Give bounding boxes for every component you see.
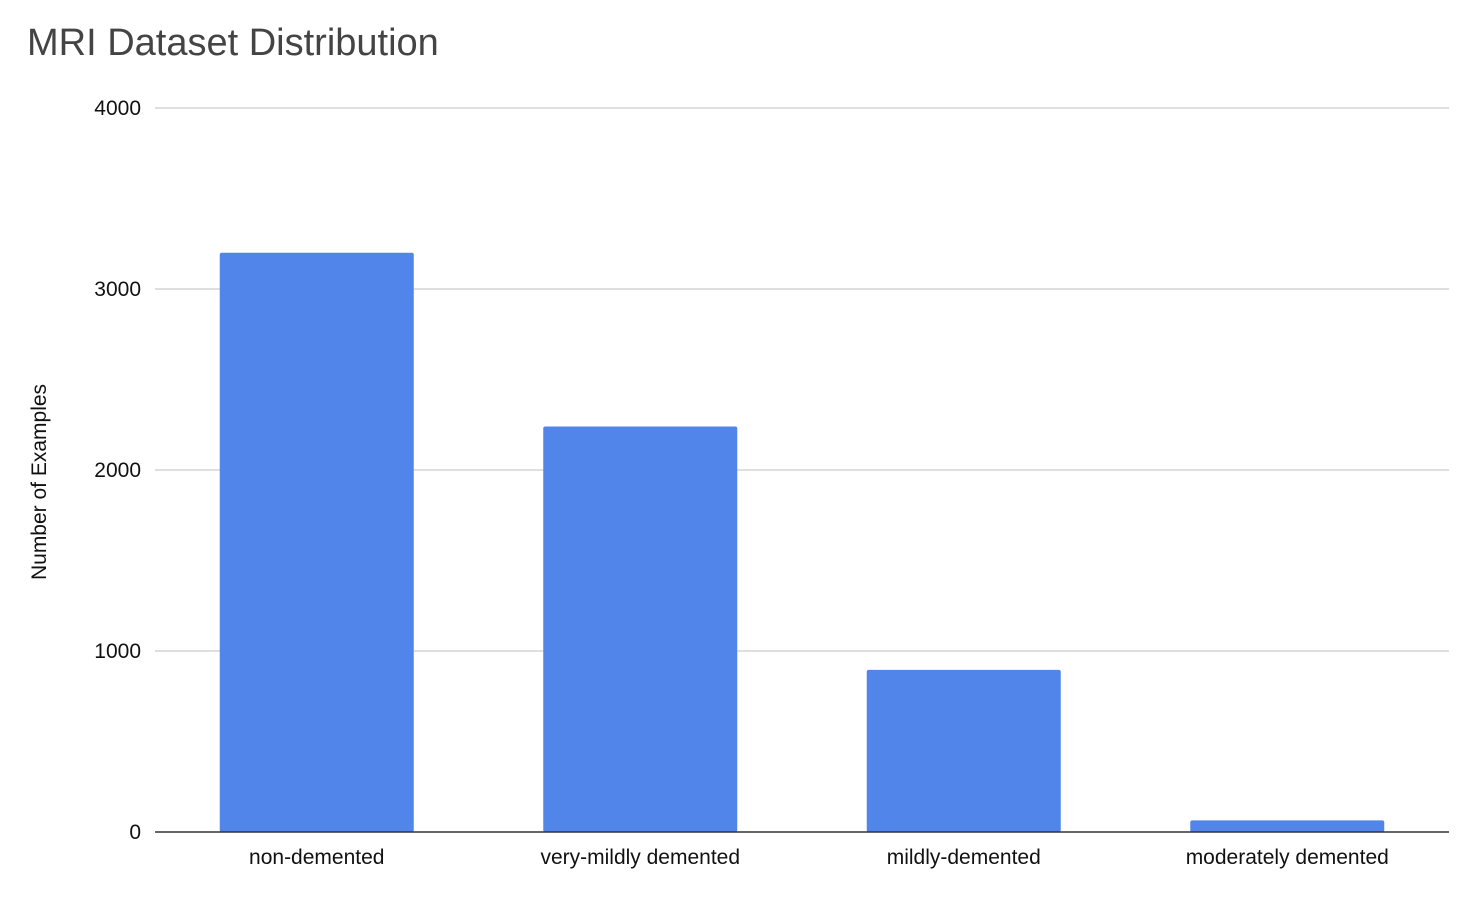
y-tick-label: 4000 — [94, 97, 141, 120]
y-tick-label: 2000 — [94, 459, 141, 482]
y-tick-label: 3000 — [94, 278, 141, 301]
x-tick-label: very-mildly demented — [540, 846, 740, 869]
x-tick-label: mildly-demented — [887, 846, 1041, 869]
x-tick-label: non-demented — [249, 846, 384, 869]
x-tick-label: moderately demented — [1186, 846, 1389, 869]
y-axis-title: Number of Examples — [28, 384, 51, 580]
bar-non-demented — [219, 252, 414, 833]
y-tick-label: 1000 — [94, 640, 141, 663]
bar-very-mildly-demented — [543, 426, 738, 832]
y-tick-label: 0 — [129, 821, 141, 844]
bar-mildly-demented — [866, 669, 1061, 832]
chart-title: MRI Dataset Distribution — [27, 22, 439, 64]
bar-moderately-demented — [1190, 820, 1385, 832]
